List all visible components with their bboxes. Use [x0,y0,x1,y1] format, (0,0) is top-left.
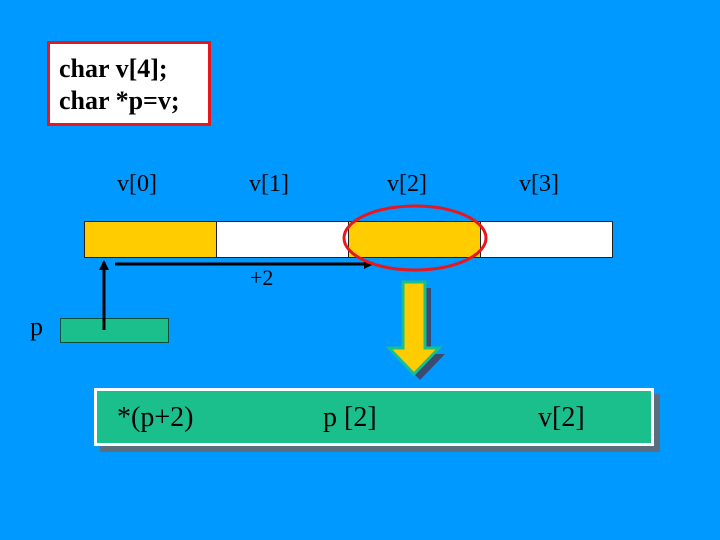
array-label-v0: v[0] [117,171,157,197]
pointer-box [60,318,169,343]
array-memory-cells [84,221,613,258]
array-cell-v3 [481,222,612,257]
down-arrow [385,280,443,377]
code-line-array-declaration: char v[4]; [59,54,168,83]
result-expression-array-index: v[2] [538,402,585,433]
array-label-v3: v[3] [519,171,559,197]
array-cell-v1 [217,222,349,257]
result-expression-deref: *(p+2) [117,402,194,433]
highlight-circle [342,204,488,272]
array-label-v2: v[2] [387,171,427,197]
code-line-pointer-declaration: char *p=v; [59,86,180,115]
array-cell-v0 [85,222,217,257]
offset-label: +2 [250,265,274,290]
code-declaration-box: char v[4]; char *p=v; [47,41,211,126]
result-expressions-box: *(p+2) p [2] v[2] [94,388,654,446]
pointer-label: p [30,312,43,341]
array-cell-v2 [349,222,481,257]
array-label-v1: v[1] [249,171,289,197]
result-expression-pointer-index: p [2] [323,402,377,433]
